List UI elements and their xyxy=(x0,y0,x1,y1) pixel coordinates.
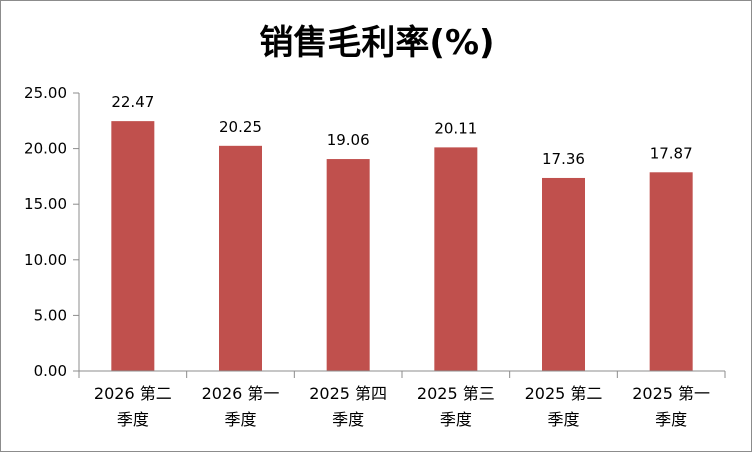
x-tick-label: 2026 第二季度 xyxy=(94,384,172,429)
data-label: 22.47 xyxy=(111,93,154,111)
y-tick-label: 5.00 xyxy=(34,306,67,324)
x-tick-label: 2025 第四季度 xyxy=(309,384,387,429)
y-tick-label: 0.00 xyxy=(34,362,67,380)
bar xyxy=(111,121,155,371)
x-tick-label-line: 2026 第二 xyxy=(94,384,172,403)
data-label: 17.87 xyxy=(650,144,693,162)
y-tick-label: 10.00 xyxy=(24,251,67,269)
data-label: 19.06 xyxy=(327,131,370,149)
bar xyxy=(649,172,693,371)
x-tick-label-line: 季度 xyxy=(332,410,364,429)
x-tick-label: 2026 第一季度 xyxy=(202,384,280,429)
data-label: 20.11 xyxy=(434,119,477,137)
bar xyxy=(542,177,585,371)
y-tick-label: 25.00 xyxy=(24,84,67,102)
bar xyxy=(326,159,370,371)
x-tick-label-line: 2026 第一 xyxy=(202,384,280,403)
x-tick-label-line: 2025 第四 xyxy=(309,384,387,403)
y-tick-label: 20.00 xyxy=(24,140,67,158)
x-tick-label-line: 季度 xyxy=(655,410,687,429)
x-tick-label-line: 2025 第二 xyxy=(525,384,603,403)
x-tick-label: 2025 第一季度 xyxy=(632,384,710,429)
x-tick-label-line: 季度 xyxy=(440,410,472,429)
chart-title: 销售毛利率(%) xyxy=(259,23,495,63)
x-tick-label: 2025 第二季度 xyxy=(525,384,603,429)
x-tick-label-line: 2025 第一 xyxy=(632,384,710,403)
data-label: 20.25 xyxy=(219,118,262,136)
x-tick-label-line: 2025 第三 xyxy=(417,384,495,403)
y-tick-label: 15.00 xyxy=(24,195,67,213)
x-tick-label-line: 季度 xyxy=(547,410,579,429)
x-tick-label-line: 季度 xyxy=(117,410,149,429)
bar xyxy=(434,147,478,371)
bar xyxy=(219,145,262,371)
x-tick-label-line: 季度 xyxy=(224,410,256,429)
data-label: 17.36 xyxy=(542,150,585,168)
x-tick-label: 2025 第三季度 xyxy=(417,384,495,429)
